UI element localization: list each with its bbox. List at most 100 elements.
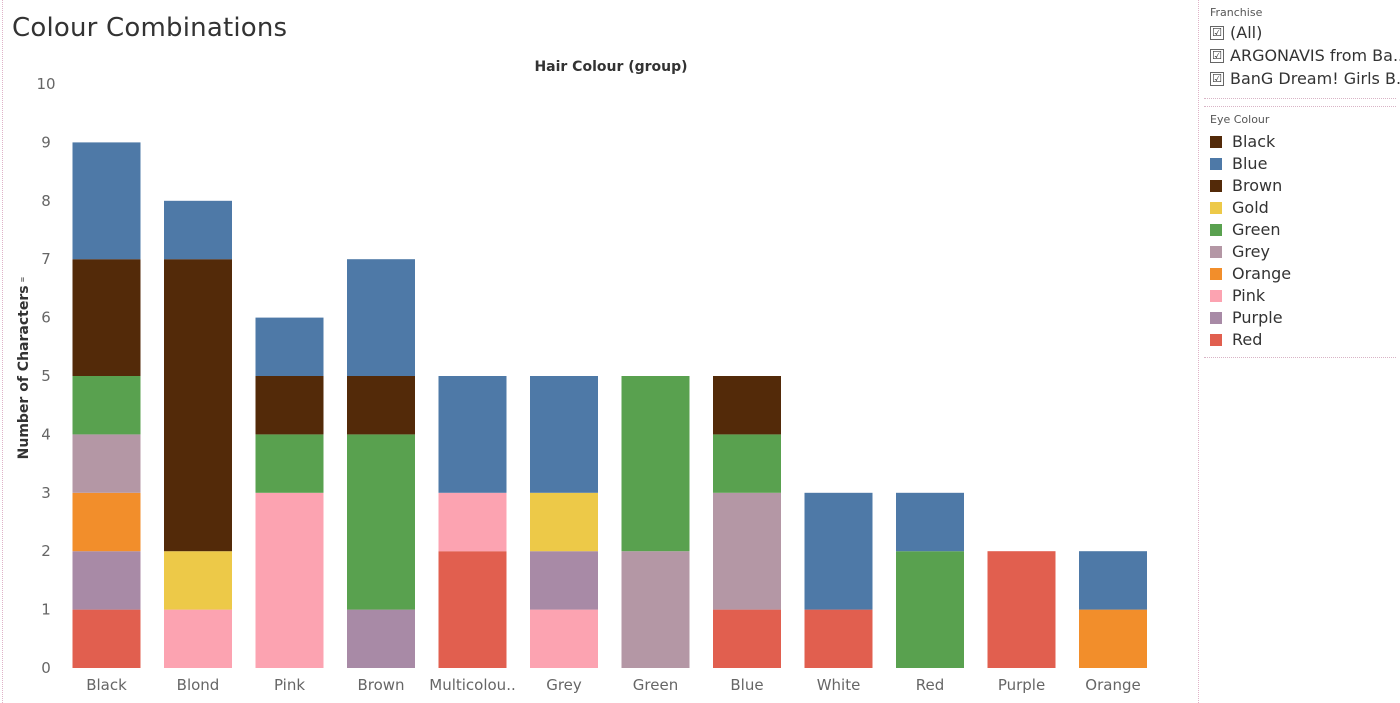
bar-segment-purple[interactable] [530, 551, 598, 610]
bar-segment-brown[interactable] [164, 259, 232, 552]
x-tick-label: White [817, 676, 861, 694]
eye-colour-legend: Eye Colour Black Blue Brown Gold Green Grey Or… [1204, 106, 1396, 358]
x-axis: Black Blond Pink Brown Multicolou.. Grey Green… [86, 676, 1141, 694]
bar-segment-blue[interactable] [530, 376, 598, 493]
sort-indicator-icon: ⁼ [18, 276, 31, 282]
y-tick-label: 4 [41, 425, 51, 443]
bar-segment-purple[interactable] [72, 551, 141, 610]
x-tick-label: Grey [546, 676, 582, 694]
bar-segment-green[interactable] [621, 376, 690, 552]
bar-segment-grey[interactable] [621, 551, 690, 668]
y-tick-label: 9 [41, 133, 51, 151]
bar-segment-pink[interactable] [255, 492, 324, 668]
legend-label: Brown [1232, 176, 1283, 195]
bar-segment-pink[interactable] [438, 492, 507, 552]
x-tick-label: Blue [730, 676, 763, 694]
bar-segment-brown[interactable] [713, 376, 781, 435]
bar-segment-orange[interactable] [1079, 609, 1147, 668]
bar-segment-brown[interactable] [72, 259, 141, 376]
legend-swatch [1210, 245, 1222, 258]
legend-item-purple[interactable]: Purple [1210, 308, 1396, 327]
legend-swatch [1210, 289, 1222, 302]
x-tick-label: Multicolou.. [429, 676, 515, 694]
x-tick-label: Green [633, 676, 678, 694]
franchise-option-label: BanG Dream! Girls B... [1230, 69, 1400, 88]
bar-segment-blue[interactable] [1079, 551, 1147, 610]
bar-segment-red[interactable] [713, 609, 781, 668]
bar-segment-red[interactable] [438, 551, 507, 668]
x-tick-label: Black [86, 676, 127, 694]
checkbox-checked-icon[interactable]: ☑ [1210, 48, 1224, 63]
x-tick-label: Pink [274, 676, 305, 694]
y-tick-label: 1 [41, 601, 51, 619]
legend-item-pink[interactable]: Pink [1210, 286, 1396, 305]
bar-segment-pink[interactable] [164, 609, 232, 668]
legend-item-brown[interactable]: Brown [1210, 176, 1396, 195]
legend-swatch [1210, 267, 1222, 280]
x-tick-label: Red [916, 676, 945, 694]
y-tick-label: 3 [41, 484, 51, 502]
legend-swatch [1210, 333, 1222, 346]
bar-segment-green[interactable] [896, 551, 964, 668]
checkbox-checked-icon[interactable]: ☑ [1210, 71, 1224, 86]
legend-label: Blue [1232, 154, 1268, 173]
bar-segment-blue[interactable] [438, 376, 507, 493]
bar-segment-blue[interactable] [896, 492, 964, 552]
legend-title: Eye Colour [1210, 113, 1270, 126]
x-tick-label: Orange [1085, 676, 1140, 694]
bar-segment-grey[interactable] [72, 434, 141, 493]
y-tick-label: 8 [41, 192, 51, 210]
franchise-option-bang-dream[interactable]: ☑ BanG Dream! Girls B... [1210, 69, 1400, 88]
bar-segment-blue[interactable] [804, 492, 873, 610]
bar-segment-brown[interactable] [255, 376, 324, 435]
legend-label: Green [1232, 220, 1281, 239]
stacked-bar-chart: Hair Colour (group) Number of Characters… [16, 59, 1147, 694]
bar-segment-blue[interactable] [255, 317, 324, 376]
legend-item-orange[interactable]: Orange [1210, 264, 1396, 283]
bar-segment-blue[interactable] [347, 259, 415, 376]
legend-item-black[interactable]: Black [1210, 132, 1396, 151]
y-axis-title: Number of Characters ⁼ [16, 276, 32, 459]
y-axis: 0 1 2 3 4 5 6 7 8 9 10 [36, 75, 55, 677]
legend-swatch [1210, 201, 1222, 214]
legend-label: Grey [1232, 242, 1270, 261]
franchise-option-all[interactable]: ☑ (All) [1210, 23, 1396, 42]
y-tick-label: 0 [41, 659, 51, 677]
legend-item-red[interactable]: Red [1210, 330, 1396, 349]
bar-segment-pink[interactable] [530, 609, 598, 668]
legend-item-grey[interactable]: Grey [1210, 242, 1396, 261]
bar-segment-blue[interactable] [164, 200, 232, 260]
legend-label: Red [1232, 330, 1263, 349]
bar-segment-red[interactable] [804, 609, 873, 668]
bar-segment-green[interactable] [713, 434, 781, 493]
bar-segment-red[interactable] [987, 551, 1056, 668]
y-tick-label: 7 [41, 250, 51, 268]
page-title: Colour Combinations [12, 13, 288, 43]
legend-item-gold[interactable]: Gold [1210, 198, 1396, 217]
checkbox-checked-icon[interactable]: ☑ [1210, 25, 1224, 40]
y-tick-label: 5 [41, 367, 51, 385]
legend-label: Gold [1232, 198, 1269, 217]
legend-item-blue[interactable]: Blue [1210, 154, 1396, 173]
bar-segment-gold[interactable] [530, 492, 598, 552]
legend-swatch [1210, 223, 1222, 236]
bar-segment-brown[interactable] [347, 376, 415, 435]
legend-label: Pink [1232, 286, 1266, 305]
bar-segment-green[interactable] [72, 376, 141, 435]
franchise-option-argonavis[interactable]: ☑ ARGONAVIS from Ba... [1210, 46, 1400, 65]
bar-segment-orange[interactable] [72, 492, 141, 552]
franchise-filter: Franchise ☑ (All) ☑ ARGONAVIS from Ba...… [1204, 0, 1400, 99]
bar-segment-blue[interactable] [72, 142, 141, 260]
legend-swatch [1210, 157, 1222, 170]
bar-segment-red[interactable] [72, 609, 141, 668]
franchise-option-label: (All) [1230, 23, 1263, 42]
bar-segment-gold[interactable] [164, 551, 232, 610]
bar-segment-grey[interactable] [713, 492, 781, 610]
bar-segment-purple[interactable] [347, 609, 415, 668]
bar-segment-green[interactable] [347, 434, 415, 610]
legend-swatch [1210, 179, 1222, 192]
legend-item-green[interactable]: Green [1210, 220, 1396, 239]
bar-segment-green[interactable] [255, 434, 324, 493]
legend-label: Orange [1232, 264, 1292, 283]
franchise-filter-title: Franchise [1210, 6, 1263, 19]
